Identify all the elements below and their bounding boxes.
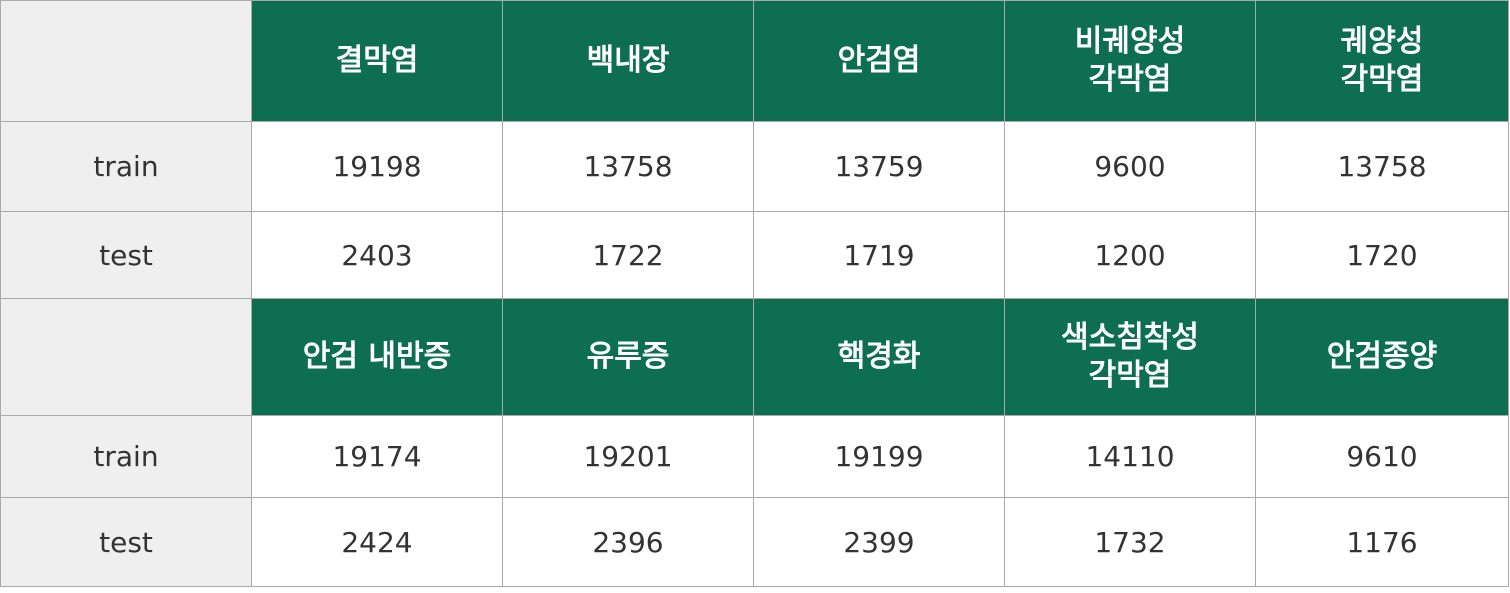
table-cell: 2424: [251, 497, 503, 587]
row-label: train: [0, 121, 252, 212]
table-cell: 1722: [502, 211, 754, 299]
corner-cell: [0, 298, 252, 416]
table-cell: 13758: [1255, 121, 1509, 212]
column-header: 백내장: [502, 0, 754, 122]
table-cell: 1719: [753, 211, 1005, 299]
header-row: 안검 내반증 유루증 핵경화 색소침착성 각막염 안검종양: [0, 298, 1509, 416]
column-header: 결막염: [251, 0, 503, 122]
table-cell: 14110: [1004, 415, 1256, 498]
table-row: test 2424 2396 2399 1732 1176: [0, 497, 1509, 587]
table-row: train 19174 19201 19199 14110 9610: [0, 415, 1509, 498]
row-label: test: [0, 497, 252, 587]
column-header: 핵경화: [753, 298, 1005, 416]
column-header: 색소침착성 각막염: [1004, 298, 1256, 416]
row-label: test: [0, 211, 252, 299]
table-cell: 2396: [502, 497, 754, 587]
column-header: 비궤양성 각막염: [1004, 0, 1256, 122]
table-cell: 9600: [1004, 121, 1256, 212]
column-header: 궤양성 각막염: [1255, 0, 1509, 122]
table-cell: 9610: [1255, 415, 1509, 498]
table-cell: 19199: [753, 415, 1005, 498]
column-header: 안검염: [753, 0, 1005, 122]
table-cell: 1176: [1255, 497, 1509, 587]
table-cell: 2403: [251, 211, 503, 299]
table-cell: 2399: [753, 497, 1005, 587]
corner-cell: [0, 0, 252, 122]
table-row: test 2403 1722 1719 1200 1720: [0, 211, 1509, 299]
table-cell: 19198: [251, 121, 503, 212]
column-header: 안검 내반증: [251, 298, 503, 416]
table-cell: 1732: [1004, 497, 1256, 587]
table-cell: 13759: [753, 121, 1005, 212]
table-cell: 19174: [251, 415, 503, 498]
table-cell: 19201: [502, 415, 754, 498]
row-label: train: [0, 415, 252, 498]
table-cell: 13758: [502, 121, 754, 212]
table-cell: 1200: [1004, 211, 1256, 299]
table-cell: 1720: [1255, 211, 1509, 299]
column-header: 유루증: [502, 298, 754, 416]
header-row: 결막염 백내장 안검염 비궤양성 각막염 궤양성 각막염: [0, 0, 1509, 122]
table-row: train 19198 13758 13759 9600 13758: [0, 121, 1509, 212]
column-header: 안검종양: [1255, 298, 1509, 416]
